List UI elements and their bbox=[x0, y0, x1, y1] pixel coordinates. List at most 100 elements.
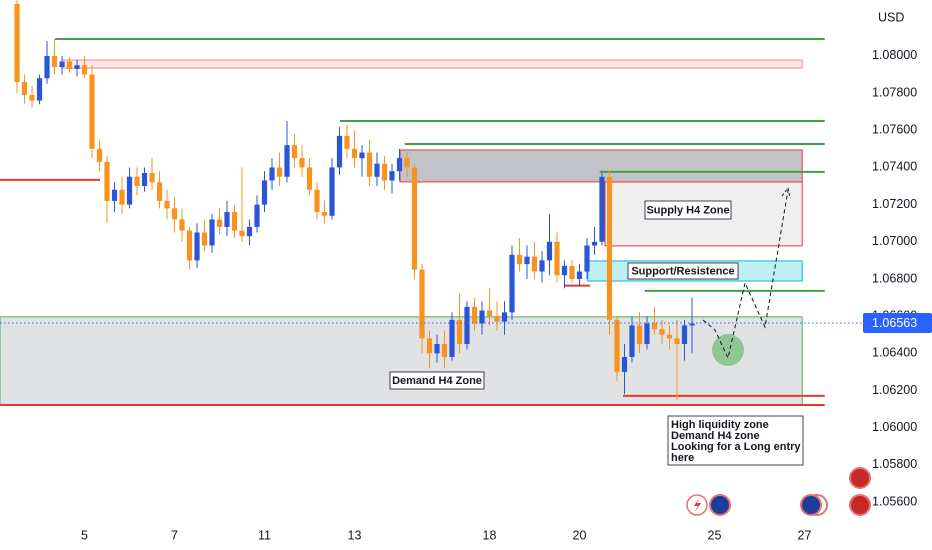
candle-body bbox=[456, 319, 463, 345]
y-tick-label: 1.08000 bbox=[872, 48, 917, 62]
candle-body bbox=[14, 3, 20, 82]
candle-body bbox=[36, 78, 43, 101]
candle-body bbox=[239, 230, 245, 237]
candle-body bbox=[441, 344, 448, 358]
candle-body bbox=[21, 81, 28, 95]
candle-body bbox=[584, 245, 590, 272]
candle-body bbox=[59, 61, 65, 68]
candle-body bbox=[689, 323, 695, 326]
x-tick-label: 13 bbox=[348, 528, 362, 542]
zone bbox=[61, 59, 803, 69]
levels-layer bbox=[0, 38, 825, 406]
annotation-box bbox=[389, 371, 485, 390]
event-icon[interactable] bbox=[849, 467, 871, 489]
candle-body bbox=[329, 167, 335, 216]
x-tick-label: 25 bbox=[708, 528, 722, 542]
candle-body bbox=[179, 219, 185, 231]
candle-body bbox=[411, 167, 418, 270]
y-tick-label: 1.07400 bbox=[872, 160, 917, 174]
y-tick-label: 1.06800 bbox=[872, 271, 917, 285]
event-icon-glyph bbox=[694, 498, 701, 512]
candle-body bbox=[321, 212, 328, 216]
candle-body bbox=[516, 254, 523, 265]
candle-body bbox=[351, 148, 358, 159]
candle-body bbox=[201, 232, 208, 246]
event-icon[interactable] bbox=[800, 494, 822, 516]
candle-body bbox=[51, 55, 58, 68]
candle-body bbox=[96, 148, 103, 162]
candle-body bbox=[674, 338, 680, 345]
x-tick-label: 7 bbox=[171, 528, 178, 542]
candle-body bbox=[576, 271, 583, 279]
candle-body bbox=[224, 212, 230, 227]
candle-body bbox=[299, 158, 305, 168]
candle-body bbox=[426, 338, 433, 354]
candle-body bbox=[531, 256, 538, 272]
candle-body bbox=[479, 310, 485, 324]
candle-body bbox=[216, 219, 223, 227]
y-tick-label: 1.07600 bbox=[872, 123, 917, 137]
candle-body bbox=[276, 167, 283, 177]
candle-body bbox=[156, 182, 163, 201]
candle-body bbox=[599, 176, 605, 242]
candle-body bbox=[539, 260, 545, 272]
candle-body bbox=[126, 176, 133, 205]
candle-body bbox=[509, 254, 515, 313]
candle-body bbox=[464, 306, 470, 345]
candle-body bbox=[681, 325, 688, 345]
candle-body bbox=[261, 180, 268, 205]
candle-body bbox=[524, 256, 530, 265]
x-tick-label: 20 bbox=[573, 528, 587, 542]
annotation-text: Demand H4 Zone bbox=[392, 375, 482, 387]
candle-body bbox=[119, 189, 125, 205]
candle-body bbox=[269, 167, 275, 181]
annotation-text: Support/Resistence bbox=[631, 265, 734, 277]
last-price-label: 1.06563 bbox=[872, 316, 917, 330]
candle-body bbox=[66, 61, 73, 69]
candle-body bbox=[291, 145, 298, 159]
candle-body bbox=[389, 171, 395, 181]
candle-body bbox=[606, 176, 613, 320]
candle-body bbox=[171, 208, 178, 220]
x-tick-label: 27 bbox=[798, 528, 812, 542]
candle-body bbox=[246, 226, 253, 237]
candle-body bbox=[89, 74, 95, 149]
projection-path bbox=[702, 189, 789, 360]
y-tick-label: 1.07000 bbox=[872, 234, 917, 248]
candle-body bbox=[546, 241, 553, 261]
candle-body bbox=[651, 323, 658, 330]
candle-body bbox=[344, 135, 350, 149]
candle-body bbox=[164, 200, 170, 209]
candle-body bbox=[44, 55, 50, 79]
candle-body bbox=[104, 161, 110, 201]
annotation-box bbox=[627, 262, 739, 280]
zones-layer bbox=[0, 59, 803, 406]
y-tick-label: 1.07800 bbox=[872, 85, 917, 99]
annotation-text: Supply H4 Zone bbox=[646, 204, 729, 216]
candle-body bbox=[471, 306, 478, 324]
axes-layer: 1.08000 1.07800 1.07600 1.07400 1.07200 1.070… bbox=[0, 48, 932, 542]
last-price-box bbox=[863, 313, 932, 334]
candle-body bbox=[186, 230, 193, 261]
candle-body bbox=[614, 319, 620, 372]
y-tick-label: 1.05800 bbox=[872, 457, 917, 471]
candle-body bbox=[434, 344, 440, 354]
candle-body bbox=[29, 94, 35, 101]
candle-body bbox=[486, 310, 493, 317]
event-icon[interactable] bbox=[849, 494, 871, 516]
candle-body bbox=[621, 357, 628, 372]
y-tick-label: 1.07200 bbox=[872, 197, 917, 211]
candle-body bbox=[666, 334, 673, 339]
event-icon[interactable] bbox=[709, 494, 731, 516]
currency-label: USD bbox=[878, 10, 904, 24]
annotation-text: High liquidity zone bbox=[671, 419, 769, 431]
candle-body bbox=[554, 241, 560, 276]
event-icons bbox=[686, 467, 871, 516]
x-tick-label: 5 bbox=[81, 528, 88, 542]
candle-body bbox=[149, 173, 155, 183]
candle-body bbox=[404, 158, 410, 168]
x-tick-label: 18 bbox=[483, 528, 497, 542]
candle-body bbox=[561, 265, 568, 276]
candle-body bbox=[359, 152, 365, 159]
